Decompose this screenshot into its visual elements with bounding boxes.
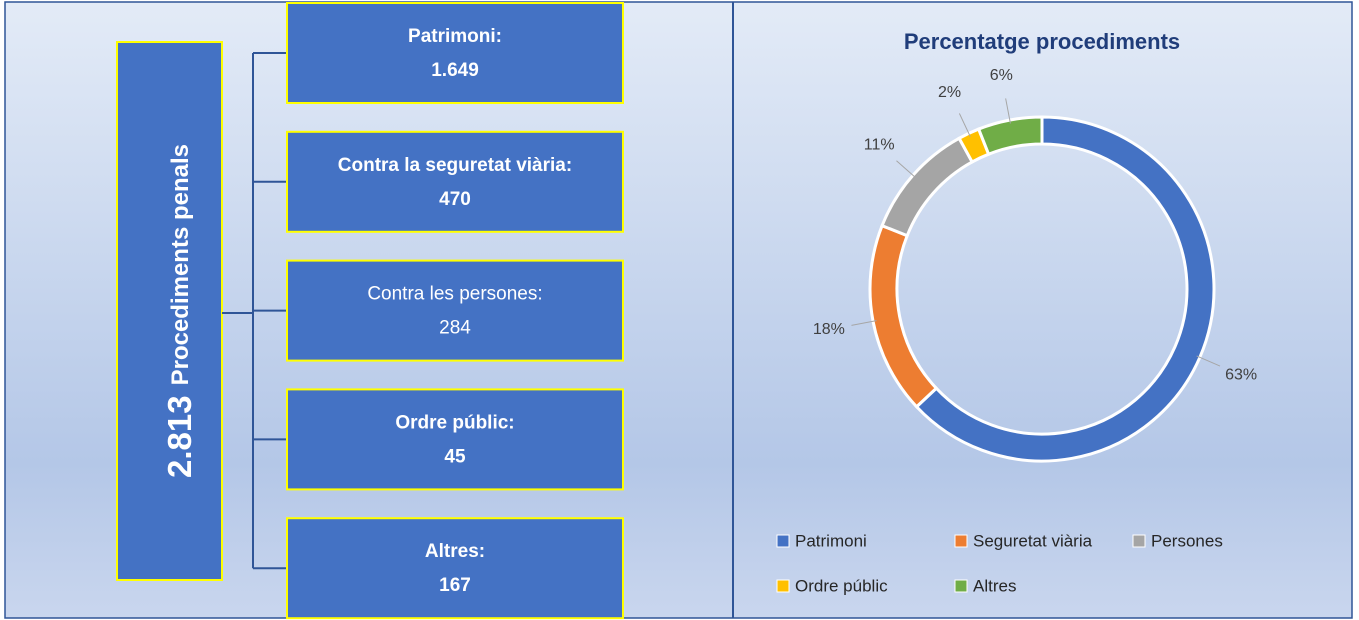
donut-slice [976, 115, 1044, 157]
node-label: Contra les persones: [367, 284, 542, 305]
leader-line [1196, 355, 1221, 367]
node-value: 167 [439, 575, 471, 596]
node-box [286, 2, 624, 104]
legend-label: Altres [973, 576, 1016, 595]
leader-line [1005, 98, 1011, 124]
tree: Patrimoni: 1.649 Contra la seguretat viàri… [222, 2, 624, 620]
chart-title: Percentatge procediments [904, 29, 1180, 54]
legend-label: Patrimoni [795, 531, 867, 550]
data-label: 18% [813, 321, 845, 338]
node-value: 45 [444, 446, 466, 467]
donut-slice [914, 115, 1216, 463]
data-label: 11% [864, 137, 895, 154]
legend-label: Persones [1151, 531, 1223, 550]
node-label: Ordre públic: [395, 412, 514, 433]
legend-swatch [776, 534, 790, 548]
node-box [286, 259, 624, 362]
node-label: Contra la seguretat viària: [338, 155, 572, 176]
root-number: 2.813 [161, 395, 198, 478]
node-value: 1.649 [431, 60, 479, 81]
node-value: 284 [439, 318, 471, 339]
data-label: 6% [990, 67, 1013, 84]
node-box [286, 130, 624, 233]
legend-swatch [1132, 534, 1146, 548]
root-text: 2.813 Procediments penals [161, 144, 198, 478]
node-box [286, 517, 624, 620]
background [4, 1, 1353, 619]
leader-line [958, 113, 971, 137]
legend-label: Ordre públic [795, 576, 888, 595]
leader-line [896, 160, 916, 178]
node-label: Patrimoni: [408, 26, 502, 47]
legend-swatch [776, 579, 790, 593]
root-label: Procediments penals [167, 144, 194, 385]
legend-label: Seguretat viària [973, 531, 1093, 550]
node-value: 470 [439, 189, 471, 210]
leader-line [851, 320, 877, 326]
data-label: 63% [1225, 366, 1257, 383]
donut-chart: 63% 18% 11% 2% 6% Patrimoni Seguretat viària Pe… [776, 67, 1257, 595]
node-label: Altres: [425, 541, 485, 562]
data-label: 2% [938, 84, 961, 101]
legend-swatch [954, 534, 968, 548]
legend-swatch [954, 579, 968, 593]
root-box [116, 41, 223, 581]
node-box [286, 388, 624, 491]
